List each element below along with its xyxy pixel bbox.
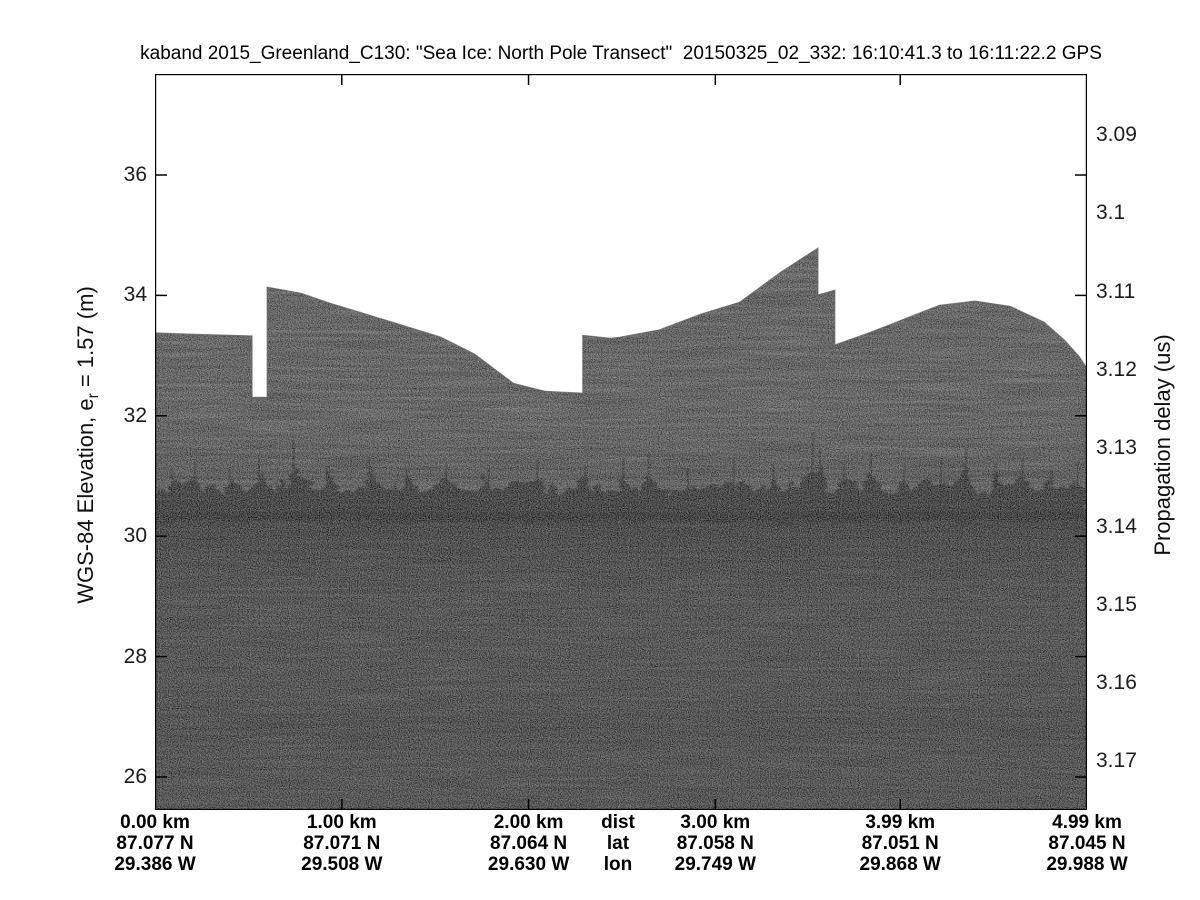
x-axis-lon-value: 29.508 W <box>301 854 383 875</box>
right-axis-tick-label: 3.1 <box>1096 201 1126 225</box>
x-axis-lat-value: lat <box>606 833 630 854</box>
left-axis-tick-label: 34 <box>123 283 147 307</box>
x-axis-lon-value: lon <box>603 854 633 875</box>
left-y-axis-label-units: = 1.57 (m) <box>72 286 98 394</box>
x-axis-tick-column: 3.99 km 87.051 N 29.868 W <box>860 812 941 875</box>
x-axis-dist-value: dist <box>601 812 635 833</box>
x-axis-lat-value: 87.045 N <box>1048 833 1126 854</box>
x-axis-tick-column: 3.00 km 87.058 N 29.749 W <box>675 812 756 875</box>
right-axis-tick-label: 3.17 <box>1096 749 1137 773</box>
left-y-axis-label-text: WGS-84 Elevation, e <box>72 398 98 604</box>
x-axis-row-names-column: dist lat lon <box>601 812 635 875</box>
left-axis-tick-label: 26 <box>123 765 147 788</box>
x-axis-lon-value: 29.868 W <box>859 854 941 875</box>
x-axis-dist-value: 4.99 km <box>1052 812 1122 833</box>
right-axis-tick-label: 3.15 <box>1096 592 1137 616</box>
right-axis-tick-label: 3.11 <box>1096 279 1136 303</box>
x-axis-dist-value: 3.00 km <box>680 812 751 833</box>
right-axis-tick-label: 3.13 <box>1096 436 1137 460</box>
x-axis-lon-value: 29.988 W <box>1046 854 1128 875</box>
x-axis-lon-value: 29.749 W <box>674 854 756 875</box>
x-axis-lat-value: 87.051 N <box>861 833 939 854</box>
x-axis-lat-value: 87.071 N <box>303 833 381 854</box>
x-axis-tick-column: 0.00 km 87.077 N 29.386 W <box>114 812 195 875</box>
x-axis-lon-value: 29.630 W <box>487 854 570 875</box>
x-axis-lat-value: 87.058 N <box>676 833 754 854</box>
x-axis-lon-value: 29.386 W <box>114 854 196 875</box>
x-axis-tick-column: 1.00 km 87.071 N 29.508 W <box>301 812 382 875</box>
x-axis-dist-value: 2.00 km <box>493 812 564 833</box>
x-axis-tick-column: 4.99 km 87.045 N 29.988 W <box>1046 812 1127 875</box>
right-axis-tick-label: 3.12 <box>1096 357 1137 381</box>
x-axis-lat-value: 87.077 N <box>116 833 194 854</box>
x-axis-dist-value: 0.00 km <box>120 812 190 833</box>
x-axis-tick-column: 2.00 km 87.064 N 29.630 W <box>488 812 569 875</box>
left-axis-tick-label: 32 <box>123 403 147 427</box>
right-y-axis-label: Propagation delay (us) <box>1150 334 1175 556</box>
x-axis-dist-value: 3.99 km <box>865 812 936 833</box>
figure-title: kaband 2015_Greenland_C130: "Sea Ice: No… <box>140 43 1102 64</box>
echogram-plot-area <box>155 74 1087 810</box>
left-axis-tick-label: 30 <box>123 524 147 548</box>
left-y-axis-label: WGS-84 Elevation, er = 1.57 (m) <box>73 286 103 604</box>
right-axis-tick-label: 3.14 <box>1096 514 1137 538</box>
x-axis-dist-value: 1.00 km <box>306 812 377 833</box>
left-axis-tick-label: 28 <box>123 644 147 668</box>
right-axis-tick-label: 3.09 <box>1096 123 1137 146</box>
right-axis-tick-label: 3.16 <box>1096 671 1137 695</box>
left-y-axis-label-subscript: r <box>85 393 103 399</box>
left-axis-tick-label: 36 <box>123 163 147 186</box>
x-axis-lat-value: 87.064 N <box>490 833 568 854</box>
